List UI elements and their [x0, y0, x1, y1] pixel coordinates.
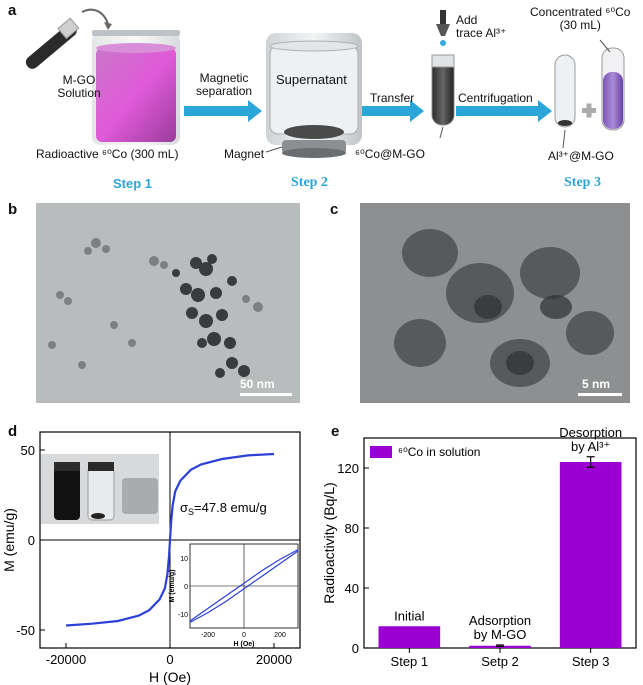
bar-3 [559, 462, 622, 648]
legend-label: ⁶⁰Co in solution [398, 445, 480, 459]
beaker-radioactive-icon [92, 30, 180, 145]
legend-swatch [370, 446, 392, 458]
inset-x-tick-label: -200 [201, 632, 215, 639]
inset-x-tick-label: 200 [274, 632, 286, 639]
inset-y-tick-label: 10 [180, 556, 188, 563]
y-axis-label: Radioactivity (Bq/L) [321, 482, 337, 603]
pour-arrow-icon [81, 8, 109, 25]
vials-photo [41, 454, 159, 524]
y-tick-label: 0 [352, 641, 359, 656]
add-trace-label: Add trace Al³⁺ [456, 13, 507, 40]
inset-x-tick-label: 0 [242, 632, 246, 639]
inset-y-tick-label: -10 [178, 612, 188, 619]
scale-bar-b [240, 393, 292, 396]
inset-y-label: M (emu/g) [169, 569, 176, 602]
centrifugation-label: Centrifugation [458, 91, 533, 105]
panel-label-a: a [8, 2, 17, 19]
x-tick-label: -20000 [46, 652, 86, 667]
magnetic-separation-label: Magnetic separation [196, 71, 253, 98]
arrow-transfer-icon [362, 100, 424, 122]
plus-icon [582, 103, 596, 118]
inset-y-tick-label: 0 [184, 584, 188, 591]
al-mgo-label: Al³⁺@M-GO [548, 149, 614, 163]
bar-label: by M-GO [474, 627, 527, 642]
concentrated-label: Concentrated ⁶⁰Co (30 mL) [530, 5, 631, 32]
y-tick-label: -50 [16, 623, 35, 638]
step3-label: Step 3 [564, 175, 601, 190]
y-tick-label: 0 [28, 533, 35, 548]
x-tick-label: Step 3 [572, 654, 610, 669]
magnetization-curve [65, 452, 275, 627]
y-tick-label: 40 [345, 581, 359, 596]
mgo-solution-label: M-GO Solution [57, 73, 101, 100]
dropper-icon [436, 10, 450, 46]
inset-loop-upper [189, 549, 299, 622]
x-axis-label: H (Oe) [149, 669, 191, 685]
scale-label-b: 50 nm [240, 377, 275, 391]
tube-dark-icon [431, 54, 455, 126]
panel-label-b: b [8, 201, 18, 218]
bar-label: by Al³⁺ [571, 439, 610, 454]
bar-1 [378, 626, 441, 648]
mgo-tube-icon [25, 17, 80, 69]
arrow-centrifugation-icon [456, 100, 552, 122]
panel-label-d: d [8, 423, 18, 440]
bar-label: Adsorption [469, 613, 531, 628]
x-tick-label: 20000 [256, 652, 292, 667]
panel-label-e: e [331, 423, 340, 440]
co-mgo-label: ⁶⁰Co@M-GO [355, 147, 425, 161]
saturation-annotation: σS=47.8 emu/g [180, 500, 267, 517]
process-scheme [25, 8, 625, 158]
x-tick-label: Step 1 [391, 654, 429, 669]
scale-bar-c [578, 393, 622, 396]
panel-label-c: c [330, 201, 339, 218]
x-tick-label: Setp 2 [481, 654, 519, 669]
step2-label: Step 2 [291, 175, 328, 190]
y-axis-label: M (emu/g) [1, 508, 17, 572]
hrtem-image-c: 5 nm [360, 203, 630, 403]
inset-x-label: H (Oe) [234, 641, 255, 648]
magnet-label: Magnet [224, 147, 265, 161]
tube-purple-icon [601, 47, 625, 131]
y-tick-label: 50 [21, 443, 35, 458]
radioactive-label: Radioactive ⁶⁰Co (300 mL) [36, 147, 179, 161]
step1-label: Step 1 [113, 176, 153, 191]
y-tick-label: 80 [345, 521, 359, 536]
tube-clear-icon [554, 54, 576, 128]
transfer-label: Transfer [370, 91, 415, 105]
tem-image-b: 50 nm [36, 203, 300, 403]
inset-loop-lower [189, 550, 299, 623]
bar-label: Initial [394, 608, 424, 623]
bar-label: Desorption [559, 425, 622, 440]
beaker-supernatant-icon [266, 33, 362, 158]
supernatant-label: Supernatant [276, 72, 347, 87]
x-tick-label: 0 [166, 652, 173, 667]
scale-label-c: 5 nm [582, 377, 611, 391]
y-tick-label: 120 [337, 461, 359, 476]
arrow-step1-icon [184, 100, 262, 122]
